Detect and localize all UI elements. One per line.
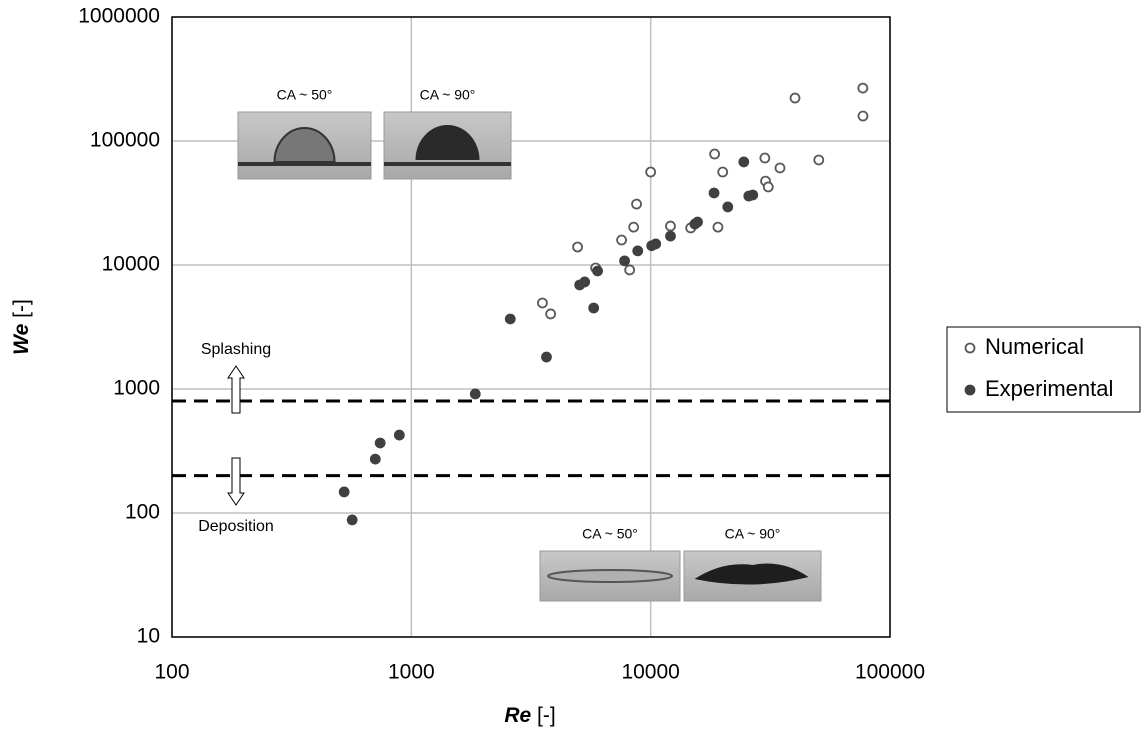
point <box>857 110 869 122</box>
point <box>712 221 724 233</box>
point <box>537 297 548 309</box>
legend-marker <box>964 384 976 396</box>
annotation: Splashing <box>201 341 271 358</box>
y-tick-label: 10000 <box>102 253 160 276</box>
point <box>369 453 381 465</box>
point <box>338 486 350 498</box>
x-tick-label: 100 <box>154 661 189 684</box>
point <box>709 148 721 160</box>
x-tick-label: 1000 <box>388 661 435 684</box>
point <box>665 230 676 242</box>
point <box>588 302 600 314</box>
point <box>619 255 630 267</box>
point <box>646 240 658 252</box>
inset-label: CA ~ 90° <box>420 87 476 103</box>
legend-label: Numerical <box>985 334 1084 359</box>
y-tick-label: 10 <box>137 625 160 648</box>
point <box>717 166 729 178</box>
inset-label: CA ~ 90° <box>725 526 781 542</box>
point <box>722 201 734 213</box>
surface <box>384 162 511 166</box>
point <box>631 198 642 210</box>
point <box>504 313 516 325</box>
plot-frame <box>171 16 891 638</box>
droplet <box>273 127 336 163</box>
x-tick-label: 10000 <box>621 661 679 684</box>
arrow-down <box>227 457 245 506</box>
point <box>759 152 771 164</box>
droplet <box>415 125 480 160</box>
y-tick-label: 1000000 <box>78 5 160 28</box>
point <box>632 245 644 257</box>
point <box>738 156 750 168</box>
point <box>628 221 640 233</box>
y-tick-label: 100000 <box>90 129 160 152</box>
point <box>393 429 405 441</box>
legend-marker <box>964 342 976 354</box>
inset-label: CA ~ 50° <box>582 526 638 542</box>
lamella <box>547 569 673 583</box>
legend-label: Experimental <box>985 376 1113 401</box>
point <box>857 82 869 94</box>
point <box>469 388 481 400</box>
inset-label: CA ~ 50° <box>277 87 333 103</box>
arrow-up <box>227 365 245 414</box>
point <box>774 162 786 174</box>
point <box>346 514 358 526</box>
point <box>545 308 557 320</box>
y-axis-label: We [-] <box>10 299 33 355</box>
point <box>708 187 720 199</box>
point <box>624 264 636 276</box>
point <box>645 166 657 178</box>
point <box>689 218 701 230</box>
x-axis-label: Re [-] <box>504 704 555 727</box>
point <box>665 220 676 232</box>
annotation: Deposition <box>198 518 274 535</box>
point <box>374 437 386 449</box>
splash <box>694 563 809 585</box>
point <box>813 154 825 166</box>
y-tick-label: 100 <box>125 501 160 524</box>
legend-box <box>946 326 1141 413</box>
point <box>747 189 759 201</box>
point <box>592 265 603 277</box>
point <box>789 92 801 104</box>
point <box>541 351 552 363</box>
x-tick-label: 100000 <box>855 661 925 684</box>
point <box>762 181 774 193</box>
surface <box>238 162 371 166</box>
y-tick-label: 1000 <box>113 377 160 400</box>
point <box>572 241 583 253</box>
point <box>574 279 586 291</box>
point <box>616 234 627 246</box>
